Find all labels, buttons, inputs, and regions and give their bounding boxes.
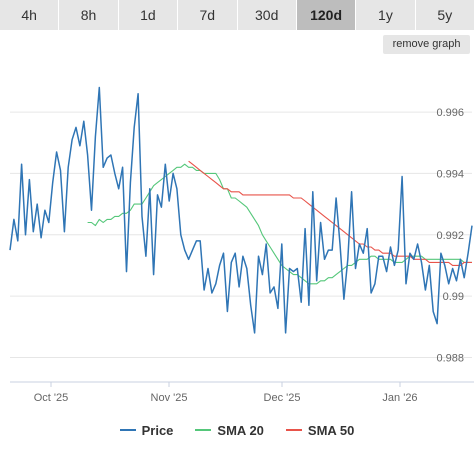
legend-swatch-price: [119, 429, 136, 431]
legend-label-sma-20: SMA 20: [217, 422, 264, 438]
y-tick-label: 0.992: [436, 230, 464, 242]
tab-30d[interactable]: 30d: [238, 0, 297, 30]
price-chart: 0.988 0.99 0.992 0.994 0.996 Oct '25 Nov '25 D…: [9, 86, 474, 404]
series-lines: [9, 86, 473, 334]
tab-1d[interactable]: 1d: [119, 0, 179, 30]
x-axis-tick-labels: Oct '25 Nov '25 Dec '25 Jan '26: [34, 392, 418, 404]
y-tick-label: 0.99: [443, 291, 464, 303]
x-tick-label: Jan '26: [382, 392, 417, 404]
y-axis-tick-labels: 0.988 0.99 0.992 0.994 0.996: [436, 107, 464, 364]
x-tick-label: Oct '25: [34, 392, 69, 404]
remove-graph-button[interactable]: remove graph: [383, 35, 470, 54]
tab-4h[interactable]: 4h: [0, 0, 60, 30]
legend-label-price: Price: [141, 422, 174, 438]
series-line-sma-50: [188, 160, 472, 266]
grid-lines: [10, 111, 472, 358]
y-tick-label: 0.988: [436, 352, 464, 364]
legend-item-price[interactable]: Price: [119, 418, 174, 442]
series-line-price: [9, 86, 473, 334]
series-line-sma-20: [87, 163, 472, 285]
tab-8h[interactable]: 8h: [59, 0, 119, 30]
y-tick-label: 0.994: [436, 168, 464, 180]
tab-7d[interactable]: 7d: [178, 0, 238, 30]
legend-swatch-sma-50: [285, 429, 302, 431]
tab-1y[interactable]: 1y: [356, 0, 416, 30]
legend-label-sma-50: SMA 50: [307, 422, 355, 438]
time-range-tabs: 4h 8h 1d 7d 30d 120d 1y 5y: [0, 0, 474, 30]
tab-120d[interactable]: 120d: [296, 0, 357, 30]
axes: [10, 381, 474, 387]
x-tick-label: Nov '25: [151, 392, 188, 404]
legend-item-sma-50[interactable]: SMA 50: [285, 418, 355, 442]
x-tick-label: Dec '25: [264, 392, 301, 404]
y-tick-label: 0.996: [436, 107, 464, 119]
tab-5y[interactable]: 5y: [437, 7, 453, 23]
chart-legend: Price SMA 20 SMA 50: [0, 418, 474, 442]
legend-swatch-sma-20: [195, 429, 212, 431]
legend-item-sma-20[interactable]: SMA 20: [195, 418, 264, 442]
